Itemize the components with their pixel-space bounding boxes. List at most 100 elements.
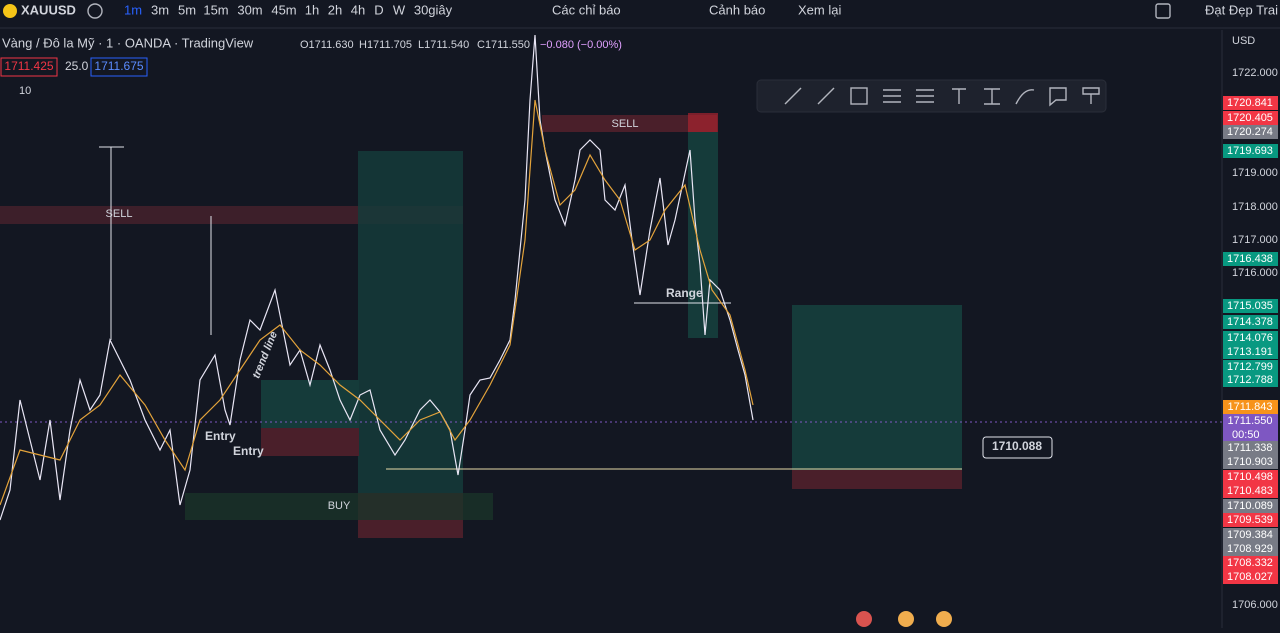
note-box (982, 436, 1053, 459)
small-loss (261, 428, 359, 456)
interval[interactable]: D (374, 2, 383, 17)
price-badge-label: 1711.550 (1227, 415, 1272, 427)
price-badge-label: 1720.405 (1227, 112, 1273, 124)
projection-profit (792, 305, 962, 470)
drawing-tools[interactable] (784, 87, 1100, 107)
price-badge (1223, 331, 1278, 345)
price-badge (1223, 528, 1278, 542)
price-badge (1223, 345, 1278, 359)
annotation: Entry (205, 429, 236, 443)
price-badge (1223, 542, 1278, 556)
price-badge (1223, 470, 1278, 484)
price-badge (1223, 414, 1278, 442)
interval[interactable]: 3m (151, 2, 169, 17)
price-tick: 1706.000 (1232, 599, 1278, 611)
price-badge-label: 1711.338 (1227, 442, 1272, 454)
ask: 1711.675 (94, 59, 143, 73)
price-badge-label: 1720.841 (1227, 97, 1273, 109)
symbol-icon (3, 4, 17, 18)
price-badge-label: 1714.378 (1227, 316, 1273, 328)
annotation: Range (666, 286, 703, 300)
price-badge-label: 1710.089 (1227, 500, 1273, 512)
sell-zone (0, 206, 463, 224)
price-badge (1223, 499, 1278, 513)
replay[interactable]: Xem lại (798, 2, 841, 17)
short-loss (688, 113, 718, 132)
layout-name[interactable]: Đạt Đẹp Trai V (1205, 2, 1280, 17)
currency[interactable]: USD (1232, 35, 1255, 47)
bid: 1711.425 (4, 59, 53, 73)
price-badge-label: 1708.027 (1227, 571, 1273, 583)
price-badge-label: 1710.483 (1227, 485, 1273, 497)
price-badge-label: 1708.929 (1227, 543, 1273, 555)
price-badge-label: 1719.693 (1227, 145, 1273, 157)
alert[interactable]: Cảnh báo (709, 2, 765, 17)
price-badge-label: 1709.384 (1227, 529, 1273, 541)
price-badge (1223, 144, 1278, 158)
interval[interactable]: 15m (203, 2, 228, 17)
annotation: SELL (612, 118, 639, 130)
spread: 25.0 (65, 59, 89, 73)
bid-box (0, 57, 58, 77)
price-badge (1223, 96, 1278, 110)
fullscreen[interactable] (1155, 3, 1171, 19)
interval[interactable]: 45m (271, 2, 296, 17)
price-badge-label: 1716.438 (1227, 253, 1273, 265)
price-tick: 1717.000 (1232, 234, 1278, 246)
legend-title: Vàng / Đô la Mỹ · 1 · OANDA · TradingVie… (2, 35, 254, 50)
price-badge-label: 1710.498 (1227, 471, 1273, 483)
price-badge (1223, 570, 1278, 584)
price-badge-label: 1713.191 (1227, 346, 1273, 358)
long-profit (358, 151, 463, 493)
interval[interactable]: W (393, 2, 406, 17)
indicators[interactable]: Các chỉ báo (552, 2, 621, 17)
price-badge-label: 1720.274 (1227, 126, 1273, 138)
price-badge (1223, 400, 1278, 414)
price-badge (1223, 556, 1278, 570)
countdown: 00:50 (1232, 429, 1260, 441)
annotation: 1710.088 (992, 439, 1042, 453)
price-badge (1223, 111, 1278, 125)
price-badge (1223, 484, 1278, 498)
price-badge (1223, 299, 1278, 313)
price-badge-label: 1714.076 (1227, 332, 1273, 344)
projection-loss (792, 470, 962, 489)
price-badge (1223, 441, 1278, 455)
event-icon (898, 611, 914, 627)
interval[interactable]: 30giây (414, 2, 453, 17)
interval[interactable]: 5m (178, 2, 196, 17)
event-icon (936, 611, 952, 627)
buy-zone (185, 493, 493, 520)
price-badge (1223, 125, 1278, 139)
price-badge (1223, 455, 1278, 469)
ask-box (90, 57, 148, 77)
price-badge-label: 1710.903 (1227, 456, 1273, 468)
interval[interactable]: 1m (124, 2, 142, 17)
moving-average (0, 99, 754, 506)
interval[interactable]: 30m (237, 2, 262, 17)
ohlc: −0.080 (−0.00%) (540, 39, 622, 51)
price-badge (1223, 513, 1278, 527)
interval[interactable]: 2h (328, 2, 342, 17)
price-badge (1223, 252, 1278, 266)
price-badge-label: 1709.539 (1227, 514, 1273, 526)
price-badge-label: 1715.035 (1227, 300, 1273, 312)
price-badge-label: 1712.788 (1227, 374, 1273, 386)
ohlc: L1711.540 (418, 39, 469, 51)
price-tick: 1716.000 (1232, 267, 1278, 279)
small-profit (261, 380, 359, 428)
ohlc: H1711.705 (359, 39, 412, 51)
interval[interactable]: 1h (305, 2, 319, 17)
price-series (0, 34, 754, 521)
price-tick: 1722.000 (1232, 67, 1278, 79)
ohlc: O1711.630 (300, 39, 354, 51)
price-badge (1223, 360, 1278, 374)
price-tick: 1719.000 (1232, 167, 1278, 179)
interval[interactable]: 4h (351, 2, 365, 17)
sell-zone-right (542, 115, 717, 132)
symbol[interactable]: XAUUSD (21, 2, 76, 17)
add-symbol[interactable] (87, 3, 103, 19)
volume[interactable]: 10 (19, 85, 31, 97)
annotation: BUY (328, 500, 351, 512)
